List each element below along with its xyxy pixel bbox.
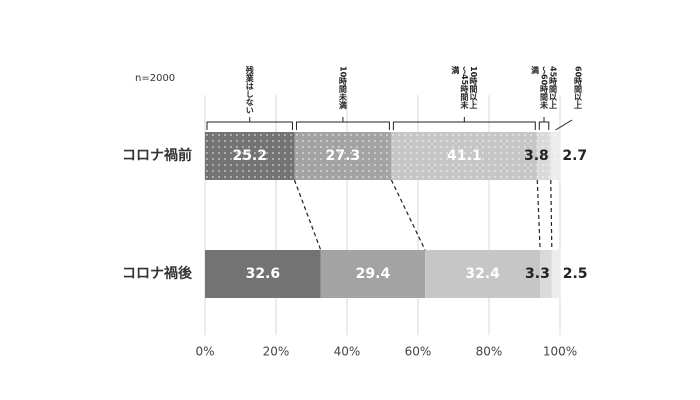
bar-pattern xyxy=(391,132,538,180)
bracket xyxy=(295,117,390,130)
bar-segment xyxy=(320,250,426,298)
value-label: 32.4 xyxy=(465,266,500,282)
connector xyxy=(390,179,426,251)
value-label: 2.7 xyxy=(562,148,587,164)
value-label: 2.5 xyxy=(563,266,588,282)
connector xyxy=(536,179,541,251)
bar-pattern xyxy=(550,132,561,180)
x-tick-label: 100% xyxy=(543,345,577,359)
bracket xyxy=(392,117,536,130)
value-label: 41.1 xyxy=(447,148,482,164)
series-label: 45時間以上～60時間未満 xyxy=(530,66,558,110)
bar-segment xyxy=(425,250,541,298)
connector xyxy=(293,179,322,251)
series-label: 60時間以上 xyxy=(573,66,583,110)
series-label: 10時間未満 xyxy=(338,66,348,110)
bracket xyxy=(555,119,573,131)
value-label: 3.8 xyxy=(524,148,549,164)
x-tick-label: 20% xyxy=(263,345,290,359)
x-tick-label: 0% xyxy=(195,345,214,359)
value-label: 25.2 xyxy=(232,148,267,164)
value-label: 27.3 xyxy=(326,148,361,164)
x-tick-label: 60% xyxy=(405,345,432,359)
category-label: コロナ禍後 xyxy=(122,265,193,282)
annotation: n=2000 xyxy=(135,73,175,84)
bracket xyxy=(206,117,293,130)
value-label: 32.6 xyxy=(246,266,281,282)
bar-pattern xyxy=(205,132,295,180)
bar-segment xyxy=(551,250,561,298)
bar-segment xyxy=(205,250,321,298)
x-tick-label: 40% xyxy=(334,345,361,359)
bar-pattern xyxy=(537,132,551,180)
connector xyxy=(550,179,553,251)
series-label: 残業はしない xyxy=(245,66,255,114)
category-label: コロナ禍前 xyxy=(122,147,192,164)
bar-segment xyxy=(540,250,552,298)
series-label: 10時間以上～45時間未満 xyxy=(450,66,478,110)
value-label: 29.4 xyxy=(356,266,391,282)
bracket xyxy=(538,117,550,130)
x-tick-label: 80% xyxy=(476,345,503,359)
value-label: 3.3 xyxy=(525,266,550,282)
bar-pattern xyxy=(294,132,392,180)
